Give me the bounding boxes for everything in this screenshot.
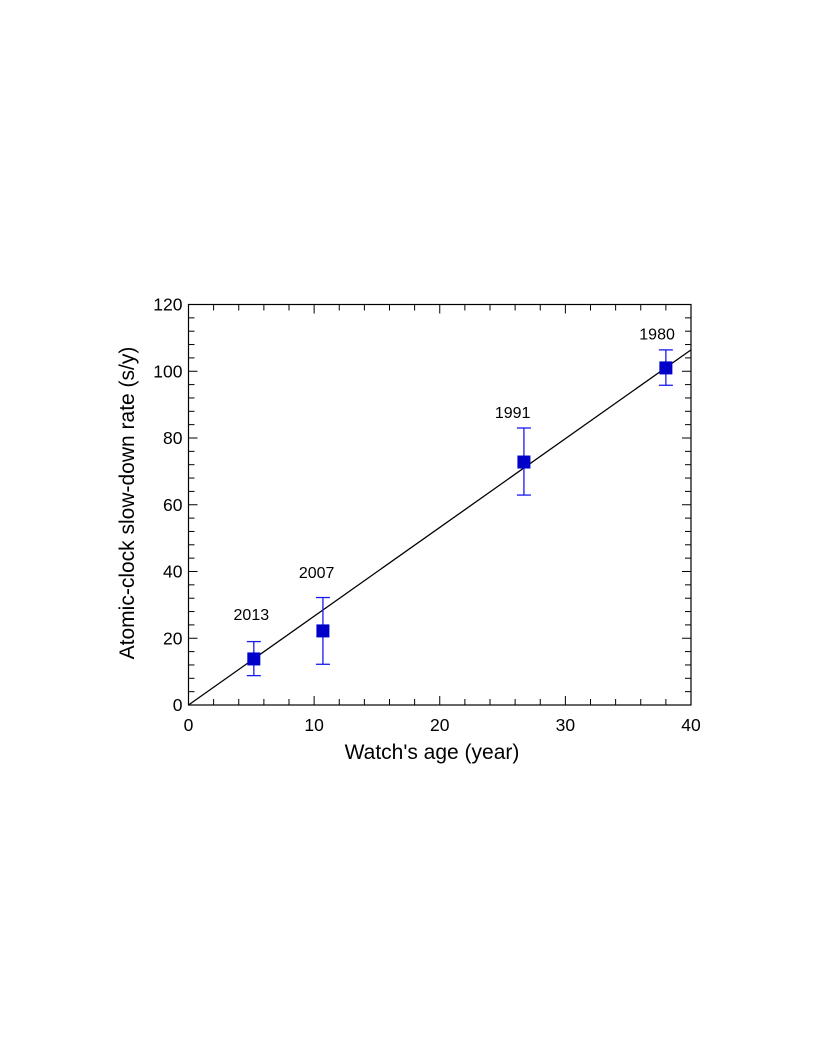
year-label-2013: 2013 (234, 607, 270, 624)
y-tick-label: 100 (153, 361, 182, 381)
year-label-1991: 1991 (495, 405, 531, 422)
fit-line (188, 349, 692, 706)
y-tick-label: 40 (163, 562, 183, 582)
square-marker (517, 455, 531, 469)
data-point-1980 (658, 349, 673, 386)
data-point-2007 (315, 596, 330, 665)
y-tick-label: 120 (153, 295, 182, 315)
x-tick-label: 20 (430, 715, 450, 735)
year-label-2007: 2007 (299, 565, 335, 582)
axis-ticks (188, 304, 692, 706)
x-tick-label: 10 (304, 715, 324, 735)
data-point-1991 (516, 427, 531, 496)
data-points (246, 349, 673, 677)
y-tick-label: 80 (163, 428, 183, 448)
data-point-2013 (246, 640, 261, 677)
x-tick-label: 40 (681, 715, 701, 735)
y-tick-label: 0 (173, 695, 183, 715)
year-label-1980: 1980 (639, 327, 675, 344)
y-tick-label: 60 (163, 495, 183, 515)
point-annotations: 2013 2007 1991 1980 (234, 327, 675, 624)
x-tick-label: 30 (556, 715, 576, 735)
x-axis-title: Watch's age (year) (345, 741, 520, 764)
linear-fit-line (188, 349, 692, 706)
tick-labels: 0 10 20 30 40 0 20 40 60 80 100 120 (153, 295, 701, 736)
plot-frame (187, 303, 692, 706)
square-marker (247, 652, 261, 666)
x-tick-label: 0 (184, 715, 194, 735)
y-axis-title: Atomic-clock slow-down rate (s/y) (116, 347, 139, 660)
square-marker (659, 361, 673, 375)
square-marker (316, 624, 330, 638)
y-tick-label: 20 (163, 628, 183, 648)
